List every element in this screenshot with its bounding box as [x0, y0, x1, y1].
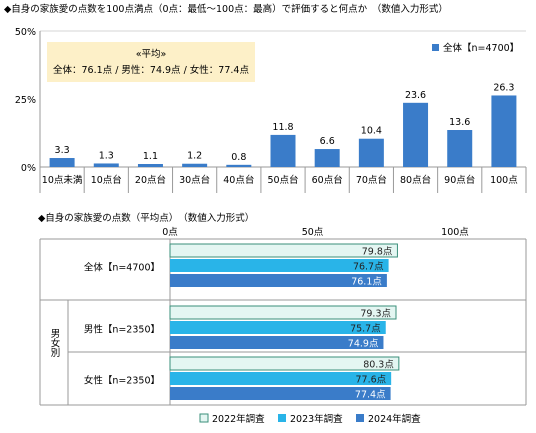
- chart1-bar: [270, 134, 296, 167]
- chart2-legend-swatch: [356, 414, 364, 422]
- chart2-bar: [169, 356, 400, 371]
- chart1-bar: [358, 138, 384, 167]
- chart1-x-tick-label: 80点台: [400, 174, 431, 186]
- chart1-x-tick-label: 70点台: [356, 174, 387, 186]
- chart2-x-tick-label: 100点: [441, 227, 469, 238]
- chart2-value-label: 76.7点: [353, 262, 384, 273]
- chart1-y-tick-label: 25%: [15, 95, 36, 106]
- chart1-value-label: 26.3: [493, 82, 514, 93]
- chart1-x-tick-label: 20点台: [135, 174, 166, 186]
- chart1-x-tick-labels: 10点未満 10点台 20点台 30点台 40点台 50点台 60点台 70点台 80点台 90点…: [42, 174, 518, 186]
- chart1-bar: [226, 164, 252, 167]
- chart1-value-label: 0.8: [231, 152, 246, 163]
- chart1-value-label: 10.4: [361, 126, 382, 137]
- chart1-y-tick-label: 0%: [21, 163, 36, 174]
- chart2-value-label: 74.9点: [348, 339, 379, 350]
- chart2-bar: [170, 387, 391, 400]
- chart2-bar: [170, 336, 384, 349]
- chart2-group-label: 男性【n=2350】: [84, 324, 160, 336]
- chart2-bar: [170, 259, 389, 272]
- chart2-value-labels: 79.8点 76.7点 76.1点 79.3点 75.7点 74.9点 80.3点 77.6点…: [348, 247, 395, 401]
- average-note-title: «平均»: [136, 48, 167, 60]
- chart1-value-label: 13.6: [449, 117, 470, 128]
- average-note-box: [47, 42, 255, 82]
- chart1-bar: [447, 130, 473, 167]
- chart2-legend-label: 2024年調査: [368, 413, 421, 425]
- chart2-bar: [170, 274, 387, 287]
- chart2-value-label: 80.3点: [363, 360, 394, 371]
- chart2-legend: 2022年調査 2023年調査 2024年調査: [199, 413, 421, 425]
- chart1-bar: [314, 149, 340, 167]
- chart1-x-tick-label: 40点台: [223, 174, 254, 186]
- average-note: «平均» 全体：76.1点 / 男性：74.9点 / 女性：77.4点: [47, 42, 255, 82]
- chart1-bar: [491, 95, 517, 167]
- chart1-bar: [137, 164, 163, 167]
- chart1-legend: 全体【n=4700】: [432, 42, 519, 54]
- chart2-bars: [169, 243, 400, 400]
- chart1-x-tick-label: 100点: [490, 175, 518, 186]
- chart2-value-label: 75.7点: [350, 324, 381, 335]
- chart1-legend-label: 全体【n=4700】: [443, 42, 519, 54]
- chart1-x-tick-label: 10点未満: [42, 174, 83, 186]
- chart2-bar: [170, 321, 386, 334]
- chart2-value-label: 77.4点: [355, 390, 386, 401]
- chart1-x-tick-label: 10点台: [91, 174, 122, 186]
- chart2-legend-swatch: [278, 414, 286, 422]
- chart1-y-tick-label: 50%: [15, 27, 36, 38]
- gender-group-label: 男女別: [49, 329, 61, 358]
- chart1-value-label: 1.3: [99, 150, 114, 161]
- chart2-group-label: 全体【n=4700】: [84, 262, 160, 274]
- average-chart: ◆自身の家族愛の点数（平均点） （数値入力形式） 0点 50点 100点 79.8点…: [38, 212, 527, 425]
- chart2-bar: [170, 372, 392, 385]
- chart1-value-label: 3.3: [55, 145, 70, 156]
- chart2-value-label: 79.8点: [362, 247, 393, 258]
- chart2-bar: [169, 243, 398, 258]
- chart1-x-tick-label: 60点台: [312, 174, 343, 186]
- chart2-value-label: 77.6点: [356, 375, 387, 386]
- chart1-bars: [49, 95, 517, 167]
- chart1-value-label: 23.6: [405, 90, 426, 101]
- chart1-bar: [49, 158, 75, 167]
- distribution-chart: ◆自身の家族愛の点数を100点満点（0点：最低〜100点：最高）で評価すると何点…: [4, 3, 527, 193]
- chart1-y-tick-labels: 0% 25% 50%: [15, 27, 36, 174]
- chart2-legend-label: 2023年調査: [290, 413, 343, 425]
- chart2-title: ◆自身の家族愛の点数（平均点） （数値入力形式）: [38, 212, 254, 224]
- chart2-legend-swatch: [199, 413, 209, 423]
- chart1-x-tick-label: 50点台: [267, 174, 298, 186]
- chart1-value-label: 6.6: [320, 136, 335, 147]
- chart1-bar: [182, 163, 208, 167]
- chart1-value-label: 1.2: [187, 151, 202, 162]
- chart1-value-label: 1.1: [143, 151, 158, 162]
- chart2-group-label: 女性【n=2350】: [84, 375, 160, 387]
- chart1-x-tick-label: 30点台: [179, 174, 210, 186]
- chart2-legend-label: 2022年調査: [212, 413, 265, 425]
- chart1-value-labels: 3.3 1.3 1.1 1.2 0.8 11.8 6.6 10.4 23.6 13.6 26.3: [55, 82, 515, 162]
- chart1-bar: [403, 102, 429, 167]
- average-note-text: 全体：76.1点 / 男性：74.9点 / 女性：77.4点: [53, 64, 249, 76]
- chart2-x-tick-labels: 0点 50点 100点: [162, 227, 469, 238]
- chart2-value-label: 76.1点: [351, 277, 382, 288]
- chart2-bar: [169, 305, 397, 320]
- chart2-x-tick-label: 0点: [162, 227, 178, 238]
- chart1-bar: [93, 163, 119, 167]
- chart2-value-label: 79.3点: [360, 309, 391, 320]
- chart2-x-tick-label: 50点: [302, 227, 324, 238]
- chart1-x-tick-label: 90点台: [444, 174, 475, 186]
- chart2-group-labels: 全体【n=4700】男性【n=2350】女性【n=2350】: [84, 262, 160, 387]
- chart1-value-label: 11.8: [272, 122, 293, 133]
- chart1-legend-swatch: [432, 44, 439, 51]
- chart1-title: ◆自身の家族愛の点数を100点満点（0点：最低〜100点：最高）で評価すると何点…: [4, 3, 448, 15]
